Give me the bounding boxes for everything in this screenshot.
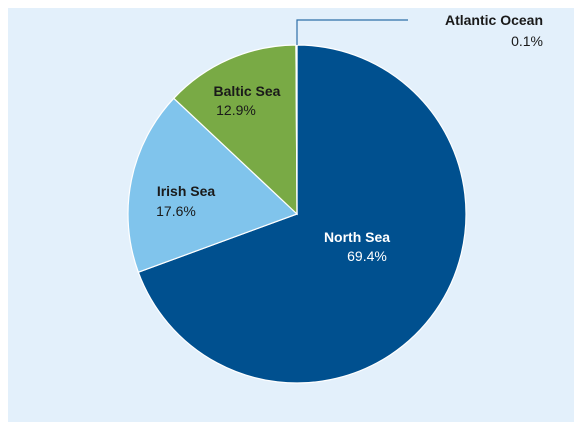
atlantic-ocean-value: 0.1%: [511, 33, 543, 49]
slice-north-sea: [137, 44, 467, 384]
atlantic-ocean-leader-line: [296, 19, 408, 45]
north-sea-label: North Sea: [324, 229, 390, 245]
baltic-sea-value: 12.9%: [216, 102, 256, 118]
slice-baltic-sea: [172, 44, 298, 216]
irish-sea-label: Irish Sea: [157, 183, 216, 199]
atlantic-ocean-label: Atlantic Ocean: [445, 12, 543, 28]
pie-slices: [127, 44, 467, 384]
north-sea-value: 69.4%: [347, 248, 387, 264]
baltic-sea-label: Baltic Sea: [214, 83, 281, 99]
slice-irish-sea: [127, 97, 299, 274]
irish-sea-value: 17.6%: [156, 203, 196, 219]
